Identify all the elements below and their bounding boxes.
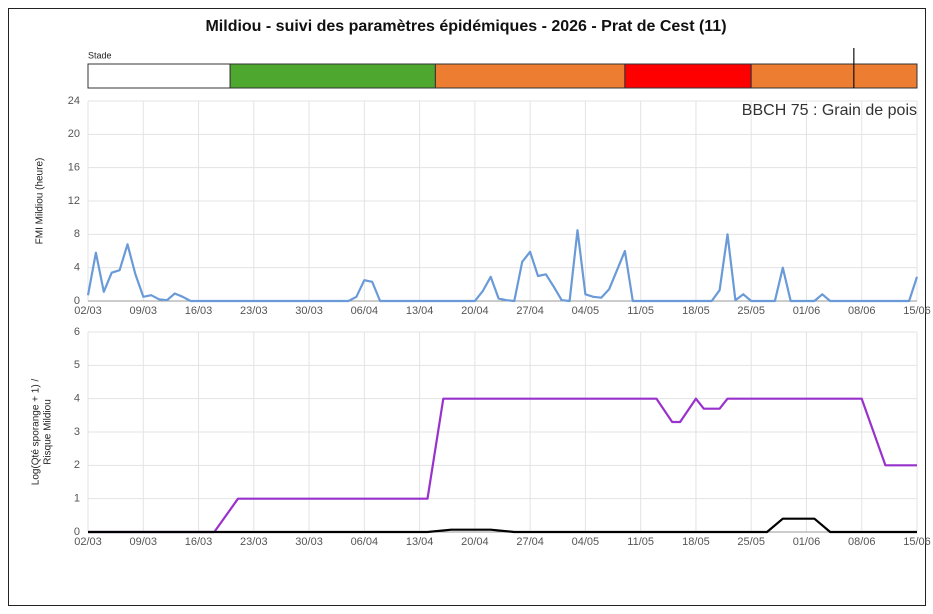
y-tick-label: 0 [74, 295, 80, 307]
x-tick-label: 20/04 [461, 305, 489, 317]
x-tick-label: 18/05 [682, 305, 710, 317]
x-tick-label: 04/05 [572, 305, 600, 317]
y-tick-label: 24 [68, 95, 80, 107]
x-tick-label: 11/05 [627, 536, 654, 548]
x-tick-label: 25/05 [737, 536, 765, 548]
frame [8, 8, 926, 606]
y-tick-label: 5 [74, 359, 80, 371]
x-tick-label: 23/03 [240, 305, 268, 317]
stage-segment [229, 63, 436, 89]
x-tick-label: 08/06 [848, 536, 876, 548]
stage-segment [750, 63, 918, 89]
x-tick-label: 01/06 [793, 305, 821, 317]
x-tick-label: 13/04 [406, 536, 434, 548]
x-tick-label: 27/04 [516, 305, 544, 317]
stage-segment [87, 63, 231, 89]
x-tick-label: 06/04 [351, 536, 379, 548]
x-tick-label: 04/05 [572, 536, 600, 548]
y-tick-label: 20 [68, 128, 80, 140]
y-tick-label: 4 [74, 262, 80, 274]
annotation: BBCH 75 : Grain de pois [742, 102, 917, 119]
chart-title: Mildiou - suivi des paramètres épidémiqu… [205, 18, 726, 35]
x-tick-label: 30/03 [295, 536, 323, 548]
y-tick-label: 1 [74, 493, 80, 505]
data-line [88, 397, 917, 534]
data-line [86, 229, 919, 303]
stage-segment [624, 63, 752, 89]
x-tick-label: 20/04 [461, 536, 489, 548]
x-tick-label: 16/03 [185, 305, 213, 317]
y-tick-label: 2 [74, 459, 80, 471]
y-tick-label: 12 [68, 195, 80, 207]
x-tick-label: 09/03 [130, 536, 158, 548]
y-tick-label: 0 [74, 526, 80, 538]
x-tick-label: 15/06 [903, 536, 931, 548]
y-tick-label: 6 [74, 326, 80, 338]
y-tick-label: 16 [68, 162, 80, 174]
y-axis-label: Risque Mildiou [43, 399, 54, 465]
y-axis-label: FMI Mildiou (heure) [35, 158, 46, 245]
x-tick-label: 08/06 [848, 305, 876, 317]
x-tick-label: 02/03 [74, 536, 102, 548]
x-tick-label: 27/04 [516, 536, 544, 548]
x-tick-label: 15/06 [903, 305, 931, 317]
x-tick-label: 02/03 [74, 305, 102, 317]
x-tick-label: 25/05 [737, 305, 765, 317]
y-axis-label: Log(Qté sporange + 1) / [31, 379, 42, 486]
x-tick-label: 16/03 [185, 536, 213, 548]
x-tick-label: 01/06 [793, 536, 821, 548]
stage-label: Stade [88, 50, 112, 60]
data-line [88, 517, 917, 534]
x-tick-label: 11/05 [627, 305, 654, 317]
x-tick-label: 13/04 [406, 305, 434, 317]
stage-segment [434, 63, 626, 89]
x-tick-label: 09/03 [130, 305, 158, 317]
x-tick-label: 18/05 [682, 536, 710, 548]
x-tick-label: 23/03 [240, 536, 268, 548]
y-tick-label: 8 [74, 228, 80, 240]
y-tick-label: 3 [74, 426, 80, 438]
x-tick-label: 06/04 [351, 305, 379, 317]
y-tick-label: 4 [74, 393, 80, 405]
x-tick-label: 30/03 [295, 305, 323, 317]
